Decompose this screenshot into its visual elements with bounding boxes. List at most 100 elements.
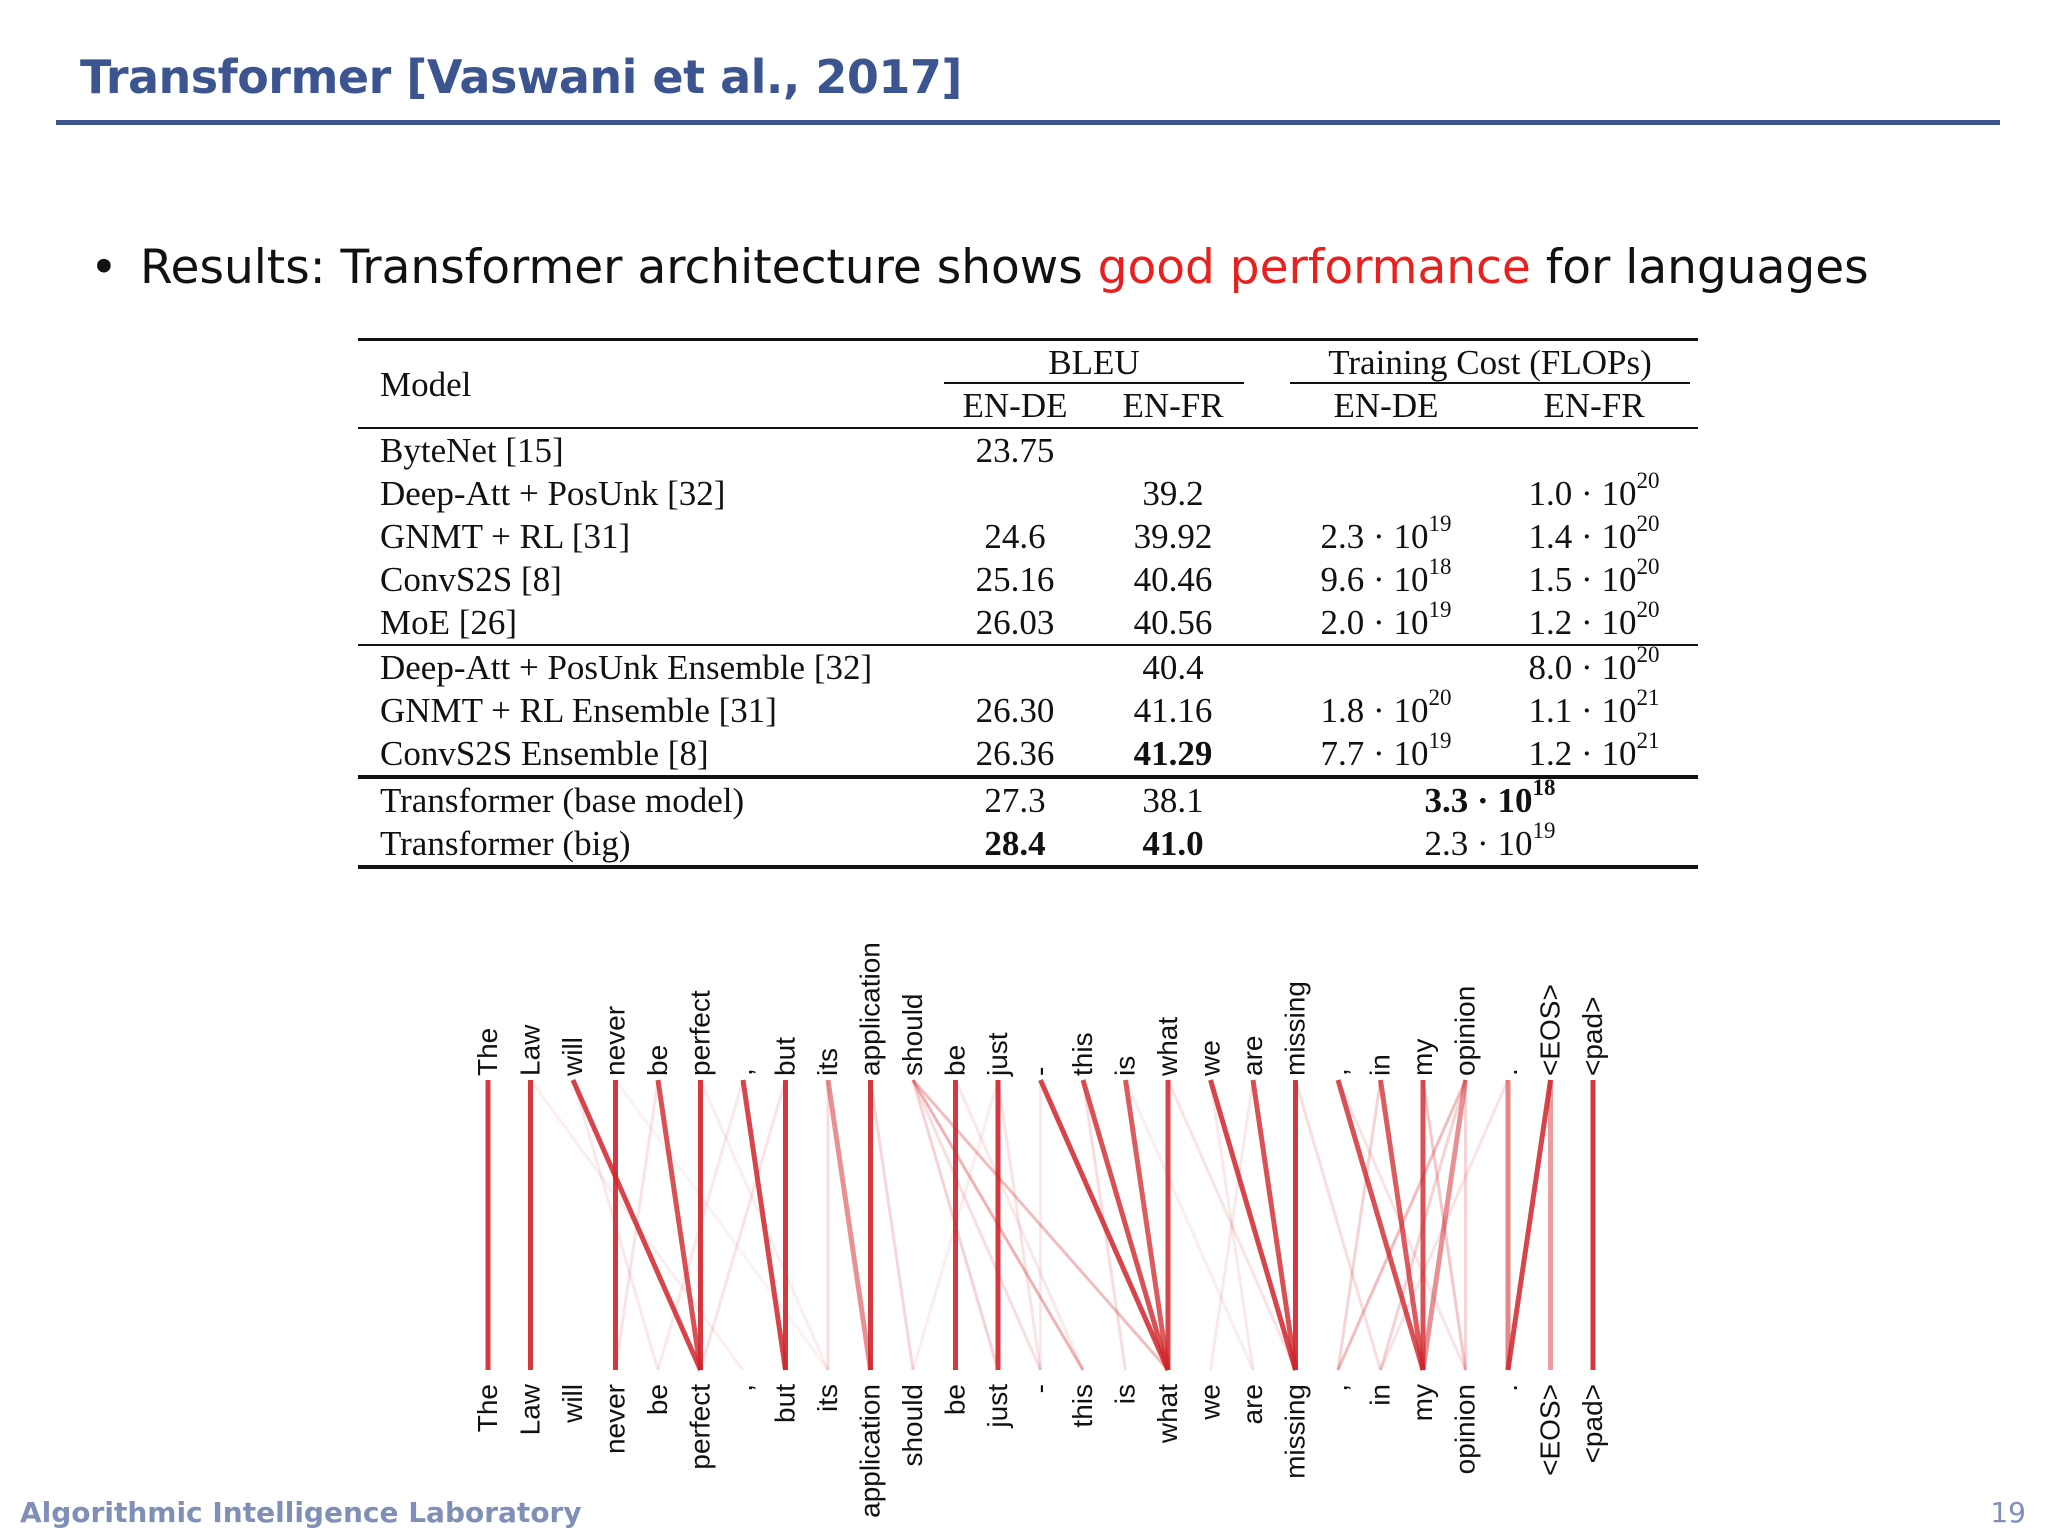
row-bleu-en-fr: 40.46 [1133, 560, 1213, 599]
attention-link [996, 1079, 1042, 1371]
attention-link [1209, 1079, 1255, 1371]
top-token-label: be [642, 1045, 673, 1076]
top-token-label: we [1195, 1040, 1226, 1077]
row-model: GNMT + RL [31] [380, 517, 631, 556]
attention-link [1336, 1079, 1467, 1371]
bullet-text-suffix: for languages [1530, 240, 1869, 295]
attention-link [1123, 1079, 1171, 1371]
table-row: Deep-Att + PosUnk Ensemble [32] 40.4 8.0… [358, 643, 1698, 689]
row-cost-en-de [1282, 644, 1490, 689]
attention-link [825, 1079, 873, 1371]
attention-link [1080, 1079, 1171, 1371]
top-token-label: are [1237, 1036, 1268, 1076]
top-token-label: never [600, 1006, 631, 1076]
attention-link [1209, 1079, 1255, 1371]
attention-link [1421, 1079, 1467, 1371]
table-row: Transformer (big) 28.4 41.0 2.3 · 1019 [358, 819, 1698, 869]
row-model: Transformer (big) [358, 822, 936, 869]
footer-lab-name: Algorithmic Intelligence Laboratory [20, 1496, 582, 1529]
header-cost-label: Training Cost (FLOPs) [1328, 343, 1652, 382]
bullet-point: • Results: Transformer architecture shows… [90, 240, 1869, 295]
row-cost-en-fr: 1.1 · 1021 [1528, 685, 1660, 730]
row-cost-en-de: 2.0 · 1019 [1320, 597, 1452, 642]
row-model: MoE [26] [380, 603, 518, 642]
bottom-token-label: , [1322, 1384, 1353, 1392]
row-cost-en-fr: 1.0 · 1020 [1528, 468, 1660, 513]
header-cost-en-de: EN-DE [1333, 386, 1439, 425]
row-cost-en-fr: 1.2 · 1020 [1528, 597, 1660, 642]
top-token-label: in [1365, 1054, 1396, 1076]
header-bleu: BLEU [936, 338, 1252, 384]
row-cost-en-de: 7.7 · 1019 [1320, 728, 1452, 773]
row-bleu-en-fr: 39.92 [1133, 517, 1213, 556]
attention-link [570, 1078, 703, 1372]
top-token-label: what [1152, 1017, 1183, 1077]
attention-link [1335, 1079, 1426, 1371]
table-header-row: Model BLEU Training Cost (FLOPs) [358, 338, 1698, 428]
row-cost-en-de: 1.8 · 1020 [1320, 685, 1452, 730]
row-bleu-en-de: 23.75 [936, 427, 1094, 472]
attention-link [1124, 1079, 1255, 1371]
row-cost-en-fr: 1.5 · 1020 [1528, 554, 1660, 599]
row-model: ByteNet [15] [358, 427, 936, 472]
bottom-token-labels: The Law will never be perfect, but its applicati… [472, 1383, 1608, 1518]
bullet-icon: • [90, 240, 118, 295]
top-token-label: The [472, 1028, 503, 1076]
attention-link [869, 1079, 915, 1371]
top-token-label: be [940, 1045, 971, 1076]
bottom-token-label: <pad> [1577, 1384, 1608, 1463]
bottom-token-label: opinion [1450, 1384, 1481, 1474]
header-model: Model [358, 338, 936, 428]
top-token-label: is [1110, 1056, 1141, 1076]
bottom-token-label: its [812, 1384, 843, 1412]
slide-title: Transformer [Vaswani et al., 2017] [80, 50, 962, 104]
bottom-token-label: Law [515, 1383, 546, 1435]
top-token-label: Law [515, 1024, 546, 1076]
attention-link [1294, 1079, 1382, 1371]
header-bleu-en-fr: EN-FR [1122, 386, 1224, 425]
row-bleu-en-fr: 41.16 [1133, 691, 1213, 730]
bottom-token-label: my [1407, 1384, 1438, 1421]
attention-link [1336, 1079, 1467, 1371]
attention-link [614, 1079, 830, 1371]
row-bleu-en-de: 26.36 [975, 734, 1055, 773]
header-bleu-label: BLEU [1048, 343, 1140, 382]
row-cost-en-fr: 1.4 · 1020 [1528, 511, 1660, 556]
attention-link [954, 1079, 1085, 1371]
bottom-token-label: . [1492, 1384, 1523, 1392]
bottom-token-label: perfect [685, 1384, 716, 1470]
bottom-token-label: this [1067, 1384, 1098, 1428]
row-cost-en-fr: 8.0 · 1020 [1490, 643, 1698, 689]
bottom-token-label: <EOS> [1535, 1384, 1566, 1476]
attention-link [1378, 1079, 1426, 1371]
row-cost-en-de: 2.3 · 1019 [1320, 511, 1452, 556]
row-cost-en-fr [1490, 427, 1698, 472]
top-token-labels: The Law will never be perfect, but its applicati… [472, 942, 1608, 1077]
attention-link [1379, 1079, 1467, 1371]
attention-link [655, 1079, 703, 1371]
top-token-label: just [982, 1032, 1013, 1077]
row-cost-combined: 3.3 · 1018 [1282, 775, 1698, 822]
table-row: GNMT + RL [31] 24.6 39.92 2.3 · 1019 1.4… [358, 511, 1698, 558]
top-token-label: <EOS> [1535, 984, 1566, 1076]
attention-link [699, 1079, 830, 1371]
row-bleu-en-de: 26.03 [975, 603, 1055, 642]
attention-link [911, 1079, 1000, 1371]
top-token-label: should [897, 993, 928, 1076]
bottom-token-label: is [1110, 1384, 1141, 1404]
table-subheader-row: EN-DE EN-FR EN-DE EN-FR [358, 384, 1698, 428]
row-model: GNMT + RL Ensemble [31] [380, 691, 777, 730]
header-bleu-en-de: EN-DE [962, 386, 1068, 425]
bottom-token-label: - [1025, 1384, 1056, 1393]
title-underline [56, 120, 2000, 125]
row-cost-en-de [1282, 427, 1490, 472]
row-cost-en-fr: 1.2 · 1021 [1528, 728, 1660, 773]
attention-link [656, 1079, 745, 1371]
table-row: GNMT + RL Ensemble [31] 26.30 41.16 1.8 … [358, 685, 1698, 732]
attention-link [1336, 1079, 1382, 1371]
bullet-text-highlight: good performance [1097, 240, 1531, 295]
results-table: Model BLEU Training Cost (FLOPs) EN-DE E… [358, 338, 1698, 869]
row-cost-combined: 2.3 · 1019 [1282, 819, 1698, 869]
bottom-token-label: The [472, 1384, 503, 1432]
attention-link [1081, 1079, 1127, 1371]
